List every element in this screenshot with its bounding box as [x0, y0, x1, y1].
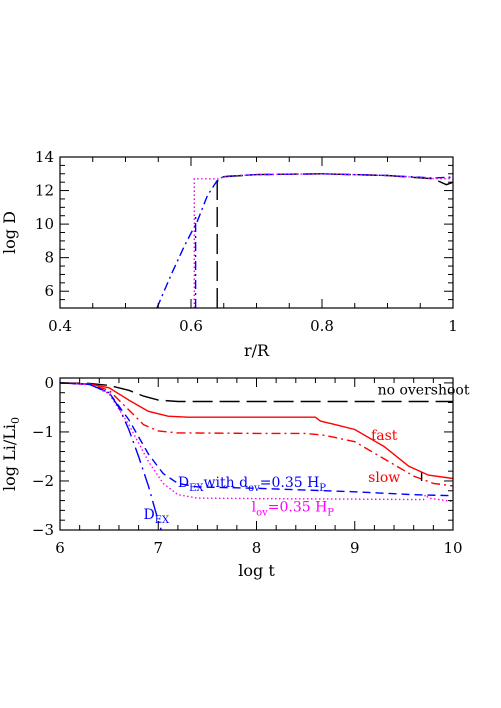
y-tick-label: 8 — [44, 249, 54, 267]
x-tick-label: 6 — [55, 539, 65, 557]
annotation: no overshoot — [378, 383, 470, 399]
y-tick-label: 10 — [35, 215, 54, 233]
x-tick-label: 10 — [443, 539, 462, 557]
x-tick-label: 0.8 — [310, 317, 334, 335]
annotation: fast — [371, 428, 398, 444]
series-line-3 — [193, 173, 453, 308]
y-axis-label: log Li/Li0 — [0, 417, 22, 491]
annotation: DEX — [144, 507, 171, 526]
series-line-6 — [60, 382, 162, 530]
annotation: DEXwith dov=0.35 HP — [178, 475, 326, 494]
series-line-3 — [60, 382, 453, 487]
x-tick-label: 0.4 — [48, 317, 72, 335]
x-tick-label: 7 — [153, 539, 163, 557]
annotation: slow — [368, 470, 400, 486]
plot-frame — [59, 156, 454, 309]
x-axis-label: r/R — [244, 341, 270, 360]
panel-1: 0.4 0.6 0.8 1 6 8 10 12 14 r/R log D — [0, 148, 458, 360]
x-tick-label: 8 — [252, 539, 262, 557]
series-group — [156, 173, 453, 308]
annotation: lov=0.35 HP — [252, 499, 335, 518]
series-line-4 — [60, 382, 453, 497]
x-tick-label: 1 — [448, 317, 458, 335]
series-line-2 — [60, 382, 453, 480]
panel-2: 6 7 8 9 10 0 −1 −2 −3 log t log Li/Li0 no overshoot… — [0, 374, 470, 580]
x-tick-label: 9 — [350, 539, 360, 557]
y-tick-label: 6 — [44, 282, 54, 300]
y-tick-label: −3 — [32, 521, 54, 539]
series-group — [60, 382, 453, 530]
y-axis-label: log D — [0, 211, 19, 254]
y-tick-label: 0 — [44, 374, 54, 392]
y-tick-label: 12 — [35, 182, 54, 200]
series-line-1 — [216, 173, 453, 308]
y-tick-label: −2 — [32, 472, 54, 490]
y-tick-label: −1 — [32, 423, 54, 441]
y-tick-label: 14 — [35, 148, 54, 166]
series-line-2 — [156, 173, 453, 308]
series-line-1 — [60, 382, 453, 403]
x-axis-label: log t — [238, 561, 275, 580]
x-tick-label: 0.6 — [179, 317, 203, 335]
